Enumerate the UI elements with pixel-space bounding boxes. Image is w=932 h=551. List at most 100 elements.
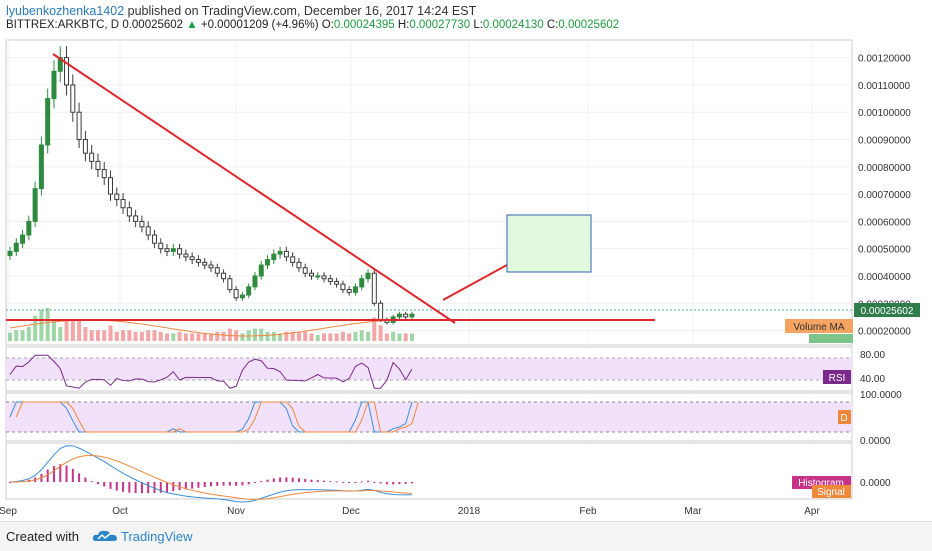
macd-histogram-bar: [109, 482, 112, 489]
candle-body: [177, 248, 183, 255]
volume-bar: [227, 328, 232, 341]
macd-histogram-bar: [404, 482, 407, 484]
rsi-line: [9, 354, 413, 389]
macd-histogram-bar: [260, 481, 263, 483]
volume-bar: [33, 315, 38, 341]
candle-body: [403, 313, 409, 318]
rsi-tag-text: RSI: [829, 373, 846, 384]
macd-histogram-bar: [84, 477, 87, 482]
volume-bar: [20, 330, 25, 341]
volume-bar: [108, 325, 113, 341]
volume-bar: [58, 327, 63, 341]
candle-body: [26, 220, 32, 236]
candle-body: [95, 160, 101, 171]
time-axis-label: Oct: [112, 506, 128, 517]
volume-bar: [296, 331, 301, 341]
volume-bar: [51, 319, 56, 341]
macd-histogram-bar: [247, 482, 250, 485]
time-axis-label: 2018: [458, 506, 481, 517]
candle-body: [57, 57, 63, 72]
tradingview-link[interactable]: TradingView: [121, 529, 193, 544]
macd-histogram-bar: [46, 469, 49, 482]
rsi-band: [6, 358, 852, 380]
macd-histogram-bar: [367, 480, 370, 482]
macd-histogram-bar: [228, 482, 231, 486]
volume-bar: [190, 333, 195, 341]
candle-body: [70, 84, 76, 113]
close-value: 0.00025602: [558, 19, 620, 31]
volume-bar: [102, 330, 107, 341]
candle-body: [252, 275, 258, 288]
macd-histogram-bar: [134, 482, 137, 494]
volume-bar: [202, 333, 207, 341]
volume-bar: [309, 333, 314, 341]
candle-body: [340, 283, 346, 291]
macd-histogram-bar: [216, 482, 219, 486]
target-zone[interactable]: [506, 214, 592, 273]
volume-bar: [152, 330, 157, 341]
macd-histogram-bar: [103, 482, 106, 487]
candle-body: [315, 275, 321, 278]
macd-histogram-bar: [140, 482, 143, 494]
volume-bar: [133, 331, 138, 341]
price-axis-label: 0.00110000: [858, 81, 911, 92]
candle-body: [258, 264, 264, 277]
price-pane[interactable]: [5, 39, 853, 346]
volume-bar: [303, 331, 308, 341]
macd-histogram-bar: [354, 482, 357, 483]
macd-histogram-bar: [235, 482, 238, 486]
volume-bar: [139, 331, 144, 341]
stoch-tag-text: D: [840, 413, 847, 424]
macd-histogram-bar: [329, 481, 332, 483]
rsi-axis-40: 40.00: [860, 374, 885, 385]
macd-histogram-bar: [360, 481, 363, 483]
volume-bar: [146, 330, 151, 341]
candle-body: [283, 250, 289, 258]
price-axis-label: 0.00090000: [858, 136, 911, 147]
macd-histogram-bar: [279, 477, 282, 482]
time-axis-label: Mar: [684, 506, 702, 517]
macd-histogram-bar: [9, 482, 11, 483]
macd-histogram-bar: [210, 482, 212, 487]
signal-tag-text: Signal: [817, 487, 845, 498]
macd-histogram-bar: [178, 482, 181, 491]
macd-histogram-bar: [191, 482, 194, 489]
macd-histogram-bar: [197, 482, 200, 488]
volume-bar: [322, 333, 327, 341]
macd-signal-line: [9, 454, 413, 500]
price-axis-label: 0.00100000: [858, 108, 911, 119]
volume-bar: [196, 333, 201, 341]
volume-ma-text: Volume MA: [793, 322, 844, 333]
macd-histogram-bar: [184, 482, 187, 490]
volume-bar: [209, 333, 213, 341]
volume-bar: [221, 331, 226, 341]
descending-trendline[interactable]: [52, 53, 456, 324]
macd-pane[interactable]: [5, 442, 853, 500]
macd-histogram-bar: [52, 466, 55, 482]
candle-body: [158, 242, 164, 250]
author-link[interactable]: lyubenkozhenka1402: [6, 4, 125, 18]
stoch-band: [6, 402, 852, 432]
last-price-tag-text: 0.00025602: [861, 306, 914, 317]
volume-bar: [265, 331, 270, 341]
volume-bar: [347, 333, 352, 341]
candle-body: [246, 286, 252, 296]
candle-body: [13, 242, 19, 252]
macd-histogram-bar: [373, 481, 376, 483]
volume-bar: [359, 330, 364, 341]
macd-histogram-bar: [90, 481, 93, 483]
candle-body: [183, 253, 189, 258]
macd-histogram-bar: [392, 482, 395, 485]
candle-body: [164, 248, 170, 252]
volume-bar: [70, 319, 75, 341]
tradingview-cloud-icon: [92, 530, 117, 541]
candle-body: [227, 278, 233, 291]
candle-body: [195, 259, 201, 263]
volume-bar: [315, 335, 320, 341]
chart[interactable]: 0.00120000 0.00110000 0.00100000 0.00090000…: [0, 36, 932, 521]
candle-body: [64, 57, 70, 86]
rsi-axis-80: 80.00: [860, 350, 885, 361]
candle-body: [327, 278, 333, 282]
candle-body: [20, 234, 26, 244]
candle-body: [32, 188, 38, 222]
